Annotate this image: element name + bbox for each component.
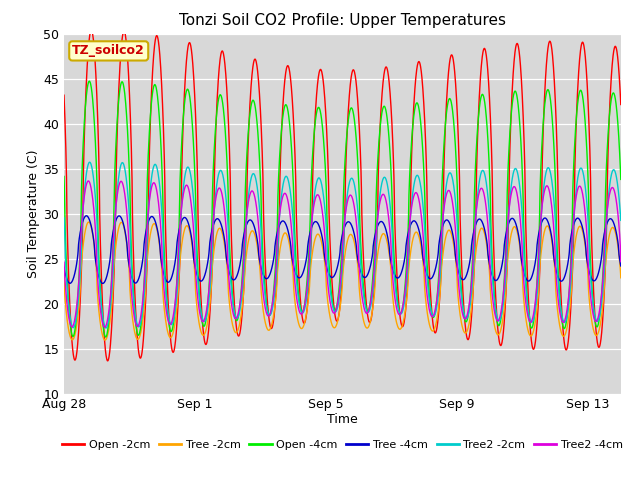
Tree -2cm bbox=[228, 317, 236, 323]
Open -2cm bbox=[228, 244, 236, 250]
Tree2 -4cm bbox=[228, 303, 236, 309]
Tree2 -4cm bbox=[104, 313, 112, 319]
Open -4cm bbox=[85, 78, 93, 84]
Open -2cm bbox=[367, 319, 374, 324]
Line: Open -4cm: Open -4cm bbox=[64, 81, 621, 337]
Open -2cm bbox=[180, 87, 188, 93]
Open -4cm bbox=[173, 269, 181, 275]
Tree -4cm bbox=[104, 268, 112, 274]
Open -4cm bbox=[499, 294, 507, 300]
Open -4cm bbox=[617, 177, 625, 182]
Open -4cm bbox=[367, 298, 374, 304]
Tree -4cm bbox=[99, 280, 106, 286]
Tree2 -4cm bbox=[367, 300, 374, 306]
Line: Tree2 -4cm: Tree2 -4cm bbox=[64, 181, 621, 327]
Tree -2cm bbox=[104, 330, 112, 336]
Tree2 -2cm bbox=[60, 215, 68, 221]
Tree2 -2cm bbox=[617, 217, 625, 223]
Tree2 -2cm bbox=[104, 320, 112, 326]
Open -4cm bbox=[60, 174, 68, 180]
Line: Tree -2cm: Tree -2cm bbox=[64, 222, 621, 340]
Tree2 -4cm bbox=[84, 178, 92, 184]
Open -2cm bbox=[499, 331, 507, 337]
Open -2cm bbox=[173, 314, 181, 320]
Tree2 -2cm bbox=[228, 289, 236, 295]
Tree2 -4cm bbox=[60, 259, 68, 265]
Tree2 -4cm bbox=[101, 324, 109, 330]
Tree -2cm bbox=[60, 275, 68, 280]
Open -2cm bbox=[104, 358, 112, 363]
Tree2 -4cm bbox=[180, 186, 188, 192]
Open -2cm bbox=[104, 358, 111, 364]
Tree -2cm bbox=[173, 300, 181, 306]
Line: Tree -4cm: Tree -4cm bbox=[64, 216, 621, 283]
Tree -4cm bbox=[60, 264, 68, 270]
Tree2 -4cm bbox=[499, 293, 507, 299]
Open -4cm bbox=[104, 324, 112, 330]
Tree -4cm bbox=[228, 276, 236, 281]
Y-axis label: Soil Temperature (C): Soil Temperature (C) bbox=[28, 149, 40, 278]
Tree -4cm bbox=[173, 238, 181, 243]
Tree2 -4cm bbox=[173, 275, 181, 280]
Tree2 -4cm bbox=[617, 259, 625, 264]
Open -4cm bbox=[228, 282, 236, 288]
Tree2 -2cm bbox=[86, 159, 93, 165]
Title: Tonzi Soil CO2 Profile: Upper Temperatures: Tonzi Soil CO2 Profile: Upper Temperatur… bbox=[179, 13, 506, 28]
Tree2 -2cm bbox=[367, 304, 374, 310]
Open -2cm bbox=[617, 102, 625, 108]
Tree -4cm bbox=[617, 263, 625, 269]
Tree -4cm bbox=[367, 263, 374, 269]
Tree2 -2cm bbox=[102, 325, 110, 331]
Tree -2cm bbox=[84, 219, 92, 225]
Line: Open -2cm: Open -2cm bbox=[64, 30, 621, 361]
Text: TZ_soilco2: TZ_soilco2 bbox=[72, 44, 145, 58]
Tree -2cm bbox=[180, 227, 188, 232]
Tree -4cm bbox=[499, 255, 507, 261]
X-axis label: Time: Time bbox=[327, 413, 358, 426]
Open -2cm bbox=[60, 92, 68, 98]
Open -4cm bbox=[180, 99, 188, 105]
Line: Tree2 -2cm: Tree2 -2cm bbox=[64, 162, 621, 328]
Tree -2cm bbox=[617, 275, 625, 281]
Open -2cm bbox=[88, 27, 95, 33]
Tree -4cm bbox=[83, 213, 90, 219]
Tree2 -2cm bbox=[173, 287, 181, 293]
Tree -2cm bbox=[367, 318, 374, 324]
Tree -2cm bbox=[499, 314, 507, 320]
Tree -2cm bbox=[101, 337, 109, 343]
Open -4cm bbox=[102, 334, 109, 340]
Tree2 -2cm bbox=[499, 302, 507, 308]
Tree -4cm bbox=[180, 215, 188, 220]
Legend: Open -2cm, Tree -2cm, Open -4cm, Tree -4cm, Tree2 -2cm, Tree2 -4cm: Open -2cm, Tree -2cm, Open -4cm, Tree -4… bbox=[58, 435, 627, 454]
Tree2 -2cm bbox=[180, 175, 188, 180]
